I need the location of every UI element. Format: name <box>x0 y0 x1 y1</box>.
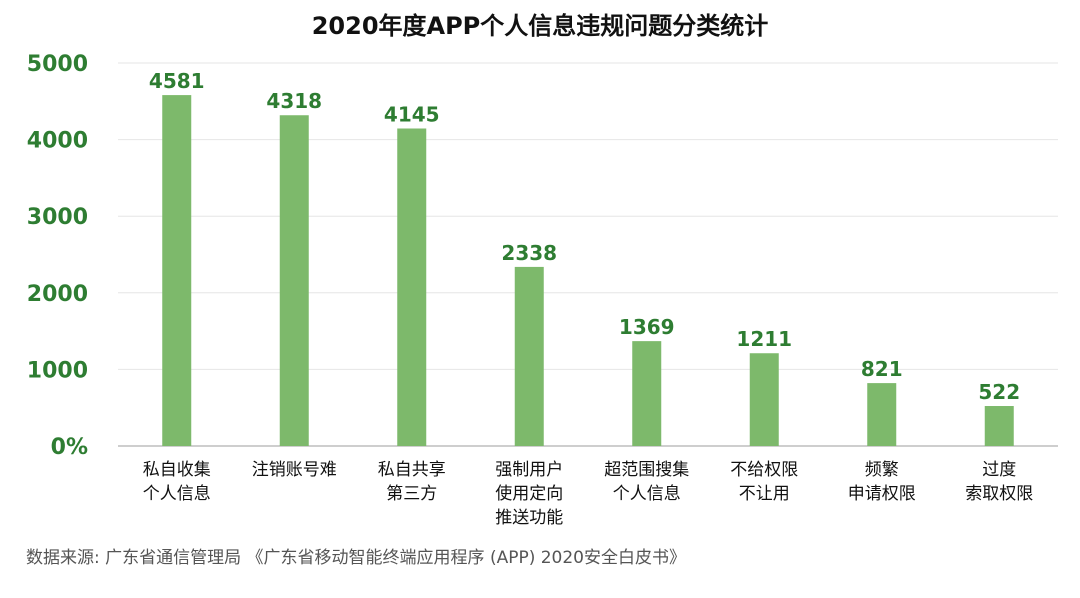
chart-title: 2020年度APP个人信息违规问题分类统计 <box>312 12 769 40</box>
x-tick-label: 不给权限不让用 <box>730 460 798 504</box>
bar <box>984 406 1014 446</box>
value-label: 2338 <box>501 241 557 265</box>
x-tick-label-line: 使用定向 <box>495 483 563 504</box>
bars <box>162 95 1014 447</box>
value-labels: 4581 4318 4145 2338 1369 1211 821 522 <box>149 69 1020 404</box>
x-tick-label: 私自收集个人信息 <box>143 460 211 504</box>
value-label: 1369 <box>619 315 675 339</box>
value-label: 4581 <box>149 69 205 93</box>
bar <box>397 128 427 447</box>
x-tick-label: 超范围搜集个人信息 <box>604 460 689 504</box>
x-tick-label-line: 私自收集 <box>143 460 211 480</box>
bar <box>162 95 192 446</box>
value-label: 821 <box>861 357 903 381</box>
x-tick-label: 私自共享第三方 <box>378 460 446 504</box>
x-tick-label: 过度索取权限 <box>965 460 1033 504</box>
x-tick-label: 强制用户使用定向推送功能 <box>495 460 563 528</box>
y-axis-ticks: 0% 1000 2000 3000 4000 5000 <box>27 52 88 460</box>
bar <box>514 266 544 446</box>
bar <box>632 341 662 446</box>
x-tick-label: 频繁申请权限 <box>848 460 916 504</box>
x-tick-label-line: 频繁 <box>865 460 899 480</box>
x-tick-label-line: 超范围搜集 <box>604 460 689 480</box>
bar <box>867 383 897 446</box>
x-tick-label: 注销账号难 <box>252 460 337 480</box>
bar <box>749 353 779 446</box>
x-tick-label-line: 不给权限 <box>730 460 798 480</box>
x-tick-label-line: 过度 <box>982 460 1016 480</box>
bar <box>279 115 309 446</box>
x-tick-label-line: 强制用户 <box>495 460 563 480</box>
y-tick-label: 3000 <box>27 205 88 230</box>
gridlines <box>118 62 1058 447</box>
value-label: 1211 <box>736 327 792 351</box>
x-tick-label-line: 不让用 <box>739 484 790 504</box>
x-tick-label-line: 推送功能 <box>495 508 563 528</box>
y-tick-label: 1000 <box>27 358 88 383</box>
value-label: 4318 <box>266 89 322 113</box>
value-label: 4145 <box>384 102 440 126</box>
x-tick-label-line: 个人信息 <box>143 484 211 504</box>
value-label: 522 <box>978 380 1020 404</box>
y-tick-label: 5000 <box>27 52 88 77</box>
x-tick-label-line: 第三方 <box>386 484 437 504</box>
x-tick-label-line: 注销账号难 <box>252 460 337 480</box>
y-tick-label: 4000 <box>27 129 88 154</box>
x-tick-label-line: 申请权限 <box>848 484 916 504</box>
y-tick-label: 0% <box>51 435 88 460</box>
x-tick-label-line: 索取权限 <box>965 484 1033 504</box>
x-tick-label-line: 个人信息 <box>613 484 681 504</box>
x-tick-label-line: 私自共享 <box>378 460 446 480</box>
y-tick-label: 2000 <box>27 282 88 307</box>
source-note: 数据来源: 广东省通信管理局 《广东省移动智能终端应用程序 (APP) 2020… <box>26 548 687 568</box>
